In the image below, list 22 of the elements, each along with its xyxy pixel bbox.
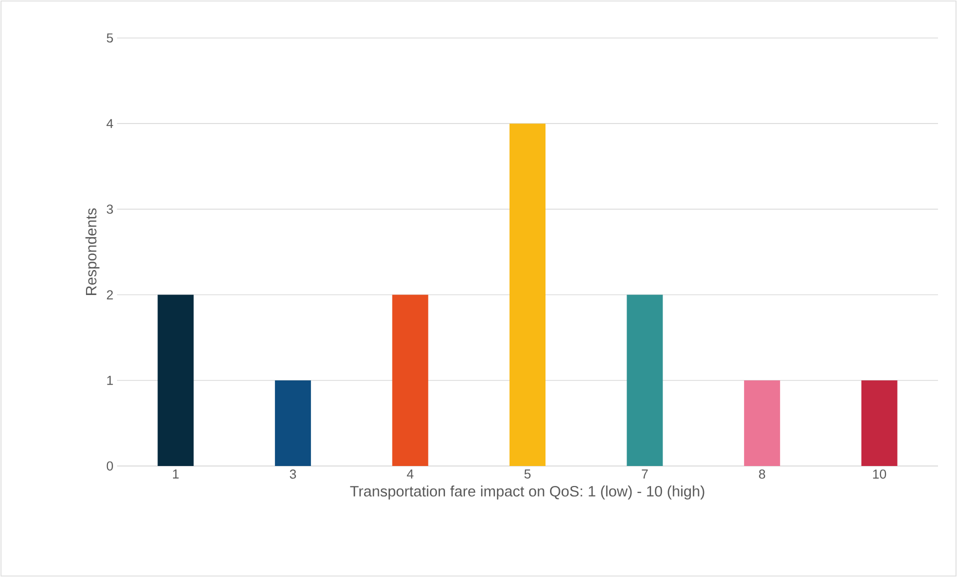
- y-tick-label: 5: [106, 33, 113, 43]
- x-tick-label: 8: [759, 470, 766, 479]
- x-tick-label: 3: [290, 470, 296, 479]
- y-tick-label: 4: [106, 119, 114, 128]
- x-tick-label: 7: [642, 470, 648, 478]
- bar: [510, 124, 546, 466]
- bar: [392, 294, 428, 466]
- x-tick-label: 10: [873, 470, 886, 479]
- bar: [158, 294, 194, 466]
- bar: [626, 294, 663, 466]
- y-tick-label: 2: [106, 290, 113, 300]
- x-tick-label: 4: [406, 470, 414, 478]
- y-tick-label: 3: [106, 204, 113, 214]
- y-tick-label: 1: [107, 376, 113, 385]
- bar: [861, 380, 898, 466]
- bar: [274, 380, 311, 466]
- bar: [744, 380, 780, 466]
- y-axis-title: Respondents: [85, 208, 100, 295]
- x-tick-label: 1: [173, 470, 179, 478]
- x-axis-title: Transportation fare impact on QoS: 1 (low) - 10 (high): [350, 486, 704, 500]
- x-tick-label: 5: [524, 470, 531, 479]
- y-tick-label: 0: [106, 461, 113, 471]
